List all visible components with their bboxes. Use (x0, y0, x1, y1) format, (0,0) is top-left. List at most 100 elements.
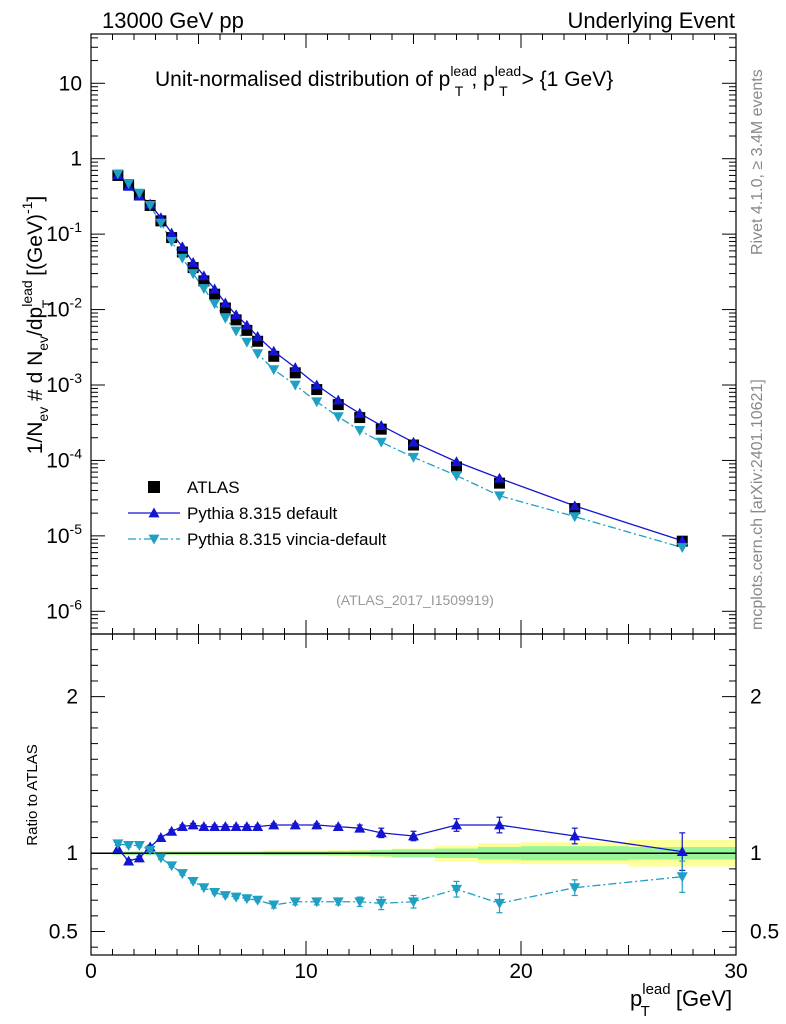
main-plot: 10-6 10-5 10-4 10-3 10-2 10-1 1 10 (46, 33, 737, 635)
default-point (230, 309, 242, 320)
vincia-ratio-point (354, 897, 366, 908)
default-ratio-point (408, 830, 419, 841)
y-tick-label: 10-3 (46, 370, 82, 397)
default-point (209, 283, 221, 294)
ratio-y-tick-label: 2 (66, 686, 78, 709)
default-ratio-point (252, 821, 264, 831)
vincia-ratio-point (268, 900, 280, 911)
default-ratio-point (451, 819, 462, 830)
legend-atlas-label: ATLAS (187, 478, 240, 497)
vincia-ratio-point (241, 894, 253, 905)
vincia-ratio-point (569, 883, 581, 894)
default-ratio-point (155, 832, 167, 842)
default-point (354, 407, 366, 418)
default-ratio-point (230, 821, 242, 831)
atlas-point (332, 399, 344, 411)
vincia-point (252, 349, 264, 360)
vincia-ratio-point (451, 884, 462, 895)
vincia-point (112, 169, 124, 180)
vincia-point (408, 452, 419, 463)
default-point (332, 394, 344, 405)
vincia-point (144, 201, 156, 211)
atlas-point (268, 350, 280, 362)
vincia-ratio-point (375, 898, 387, 909)
vincia-point (133, 188, 145, 199)
legend-default-label: Pythia 8.315 default (187, 504, 338, 523)
default-point (569, 500, 581, 511)
vincia-ratio-point (408, 897, 419, 908)
default-point (198, 270, 210, 281)
main-title: Unit-normalised distribution of plead T, … (155, 63, 613, 99)
default-ratio-point (354, 822, 366, 833)
mcplots-label: mcplots.cern.ch [arXiv:2401.10621] (749, 379, 766, 630)
vincia-ratio-point (155, 853, 167, 864)
legend-vincia-marker (148, 534, 160, 545)
vincia-ratio-point (198, 883, 210, 894)
ratio-y-tick-label-right: 1 (750, 842, 762, 865)
legend: ATLAS Pythia 8.315 default Pythia 8.315 vi… (128, 478, 387, 549)
atlas-point (451, 461, 462, 473)
vincia-point (241, 337, 253, 348)
atlas-point (219, 302, 231, 314)
analysis-id: (ATLAS_2017_I1509919) (336, 592, 494, 608)
default-ratio-point (375, 827, 387, 838)
legend-vincia-label: Pythia 8.315 vincia-default (187, 530, 387, 549)
vincia-point (187, 269, 199, 280)
vincia-point (198, 284, 210, 295)
vincia-ratio-point (311, 897, 323, 908)
x-tick-label: 20 (509, 960, 532, 983)
default-point (375, 420, 387, 430)
default-point (176, 241, 188, 252)
vincia-ratio-point (112, 839, 124, 850)
atlas-point (209, 288, 221, 300)
default-point (311, 379, 323, 390)
vincia-ratio-point (332, 897, 344, 908)
ratio-y-tick-label: 0.5 (49, 921, 78, 944)
default-ratio-point (176, 821, 188, 831)
default-point (451, 456, 462, 467)
default-ratio-point (166, 825, 178, 836)
default-point (187, 257, 199, 267)
ratio-y-tick-label: 1 (66, 842, 78, 865)
default-point (289, 362, 301, 373)
atlas-point (187, 262, 199, 274)
legend-default-marker (148, 507, 160, 518)
atlas-point (241, 324, 253, 336)
x-tick-label: 0 (85, 960, 97, 983)
default-point (241, 319, 253, 330)
vincia-point (676, 543, 688, 554)
default-ratio-point (332, 821, 344, 831)
y-tick-label: 1 (70, 148, 82, 171)
vincia-point (494, 491, 505, 502)
vincia-point (155, 218, 167, 229)
vincia-ratio-point (123, 840, 135, 851)
vincia-ratio-point (144, 845, 156, 856)
vincia-point (311, 397, 323, 408)
vincia-point (219, 313, 231, 324)
atlas-point (252, 335, 264, 347)
header-left: 13000 GeV pp (102, 8, 244, 33)
vincia-point (375, 437, 387, 448)
vincia-ratio-point (133, 840, 145, 851)
ratio-plot: 0 10 20 300.5 0.51 12 2 (49, 633, 779, 983)
default-ratio-point (311, 819, 323, 830)
vincia-point (268, 365, 280, 376)
y-tick-label: 10-5 (46, 521, 82, 548)
ratio-y-tick-label-right: 2 (750, 686, 762, 709)
default-point (252, 330, 264, 341)
vincia-ratio-point (230, 892, 242, 903)
default-ratio-point (289, 819, 301, 830)
vincia-point (230, 326, 242, 337)
default-ratio-point (494, 819, 505, 830)
default-point (408, 436, 419, 447)
vincia-ratio-point (494, 898, 505, 909)
y-tick-label: 10-1 (46, 219, 82, 246)
default-point (494, 472, 505, 483)
default-ratio-point (187, 819, 199, 830)
default-point (166, 227, 178, 238)
default-point (219, 297, 231, 308)
default-ratio-point (676, 846, 688, 857)
x-tick-label: 30 (724, 960, 747, 983)
vincia-ratio-point (166, 861, 178, 872)
rivet-label: Rivet 4.1.0, ≥ 3.4M events (749, 69, 766, 255)
